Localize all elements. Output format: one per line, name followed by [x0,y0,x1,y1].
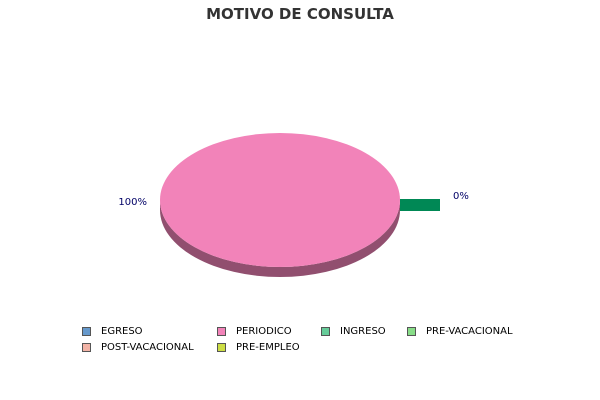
legend-item-post-vacacional: POST-VACACIONAL [82,342,217,353]
data-label-periodico: 100% [118,197,147,208]
data-label-ingreso: 0% [453,191,469,202]
pie-slice-periodico [160,133,400,267]
legend-label: EGRESO [101,326,143,337]
legend-swatch [82,327,91,336]
legend-item-periodico: PERIODICO [217,326,321,337]
legend-label: PRE-VACACIONAL [426,326,513,337]
chart-legend: EGRESO PERIODICO INGRESO PRE-VACACIONAL POST… [82,326,542,353]
chart-title: MOTIVO DE CONSULTA [206,5,394,23]
legend-label: INGRESO [340,326,386,337]
pie-data-labels: 100% 0% [118,191,468,208]
legend-label: PRE-EMPLEO [236,342,300,353]
legend-item-ingreso: INGRESO [321,326,407,337]
legend-item-pre-vacacional: PRE-VACACIONAL [407,326,542,337]
legend-label: POST-VACACIONAL [101,342,194,353]
pie-plot-area [160,133,440,277]
legend-label: PERIODICO [236,326,292,337]
pie-slice-ingreso [400,199,440,211]
legend-item-egreso: EGRESO [82,326,217,337]
legend-swatch [82,343,91,352]
legend-swatch [321,327,330,336]
legend-swatch [217,343,226,352]
legend-item-pre-empleo: PRE-EMPLEO [217,342,321,353]
legend-swatch [217,327,226,336]
legend-swatch [407,327,416,336]
